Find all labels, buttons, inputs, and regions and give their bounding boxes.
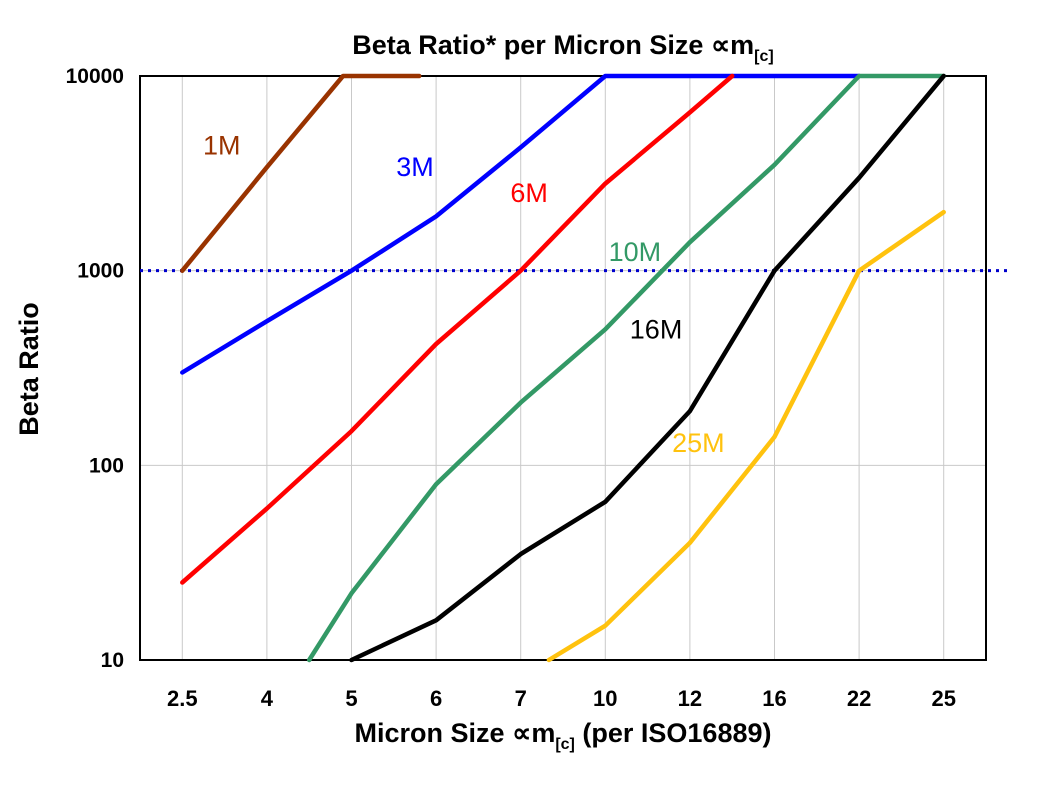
y-tick-label-100: 100: [89, 454, 124, 477]
series-label-1M: 1M: [203, 130, 241, 160]
x-tick-label-7: 7: [515, 686, 527, 711]
chart-title: Beta Ratio* per Micron Size ∝m[c]: [140, 30, 986, 66]
x-tick-label-25: 25: [931, 686, 955, 711]
x-tick-label-10: 10: [593, 686, 617, 711]
y-tick-label-10000: 10000: [66, 65, 124, 88]
x-tick-label-6: 6: [430, 686, 442, 711]
y-tick-label-1000: 1000: [77, 260, 124, 283]
plot-border: [139, 75, 987, 661]
series-label-10M: 10M: [609, 237, 662, 267]
series-line-6M: [180, 73, 735, 585]
series-label-3M: 3M: [396, 152, 434, 182]
x-axis-title: Micron Size ∝m[c] (per ISO16889): [140, 718, 986, 754]
x-tick-label-16: 16: [762, 686, 786, 711]
series-line-10M: [306, 73, 946, 663]
y-tick-label-10: 10: [101, 649, 124, 672]
series-line-3M: [180, 73, 862, 375]
x-tick-label-5: 5: [345, 686, 357, 711]
x-axis-title-text: Micron Size ∝m: [354, 718, 556, 748]
x-tick-label-4: 4: [261, 686, 274, 711]
x-tick-label-2.5: 2.5: [167, 686, 198, 711]
x-axis-title-suffix: (per ISO16889): [574, 718, 772, 748]
chart-title-text: Beta Ratio* per Micron Size ∝m: [352, 30, 755, 60]
series-line-25M: [546, 209, 946, 663]
series-label-16M: 16M: [630, 314, 683, 344]
x-tick-label-12: 12: [678, 686, 702, 711]
series-label-25M: 25M: [672, 428, 725, 458]
series-line-16M: [349, 73, 946, 663]
series-line-1M: [180, 73, 422, 273]
x-axis-title-subscript: [c]: [555, 736, 575, 753]
x-tick-label-22: 22: [847, 686, 871, 711]
chart-title-subscript: [c]: [754, 48, 774, 65]
series-label-6M: 6M: [510, 178, 548, 208]
